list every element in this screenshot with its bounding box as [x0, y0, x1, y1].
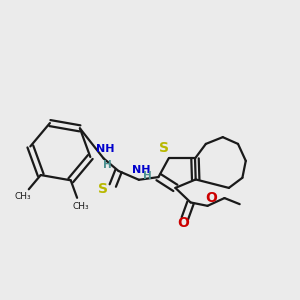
Text: CH₃: CH₃ — [14, 192, 31, 201]
Text: NH: NH — [96, 144, 115, 154]
Text: NH: NH — [132, 165, 151, 175]
Text: H: H — [103, 160, 111, 170]
Text: O: O — [205, 191, 217, 206]
Text: CH₃: CH₃ — [72, 202, 89, 211]
Text: S: S — [158, 141, 169, 155]
Text: O: O — [177, 216, 189, 230]
Text: S: S — [98, 182, 108, 196]
Text: H: H — [143, 171, 152, 182]
